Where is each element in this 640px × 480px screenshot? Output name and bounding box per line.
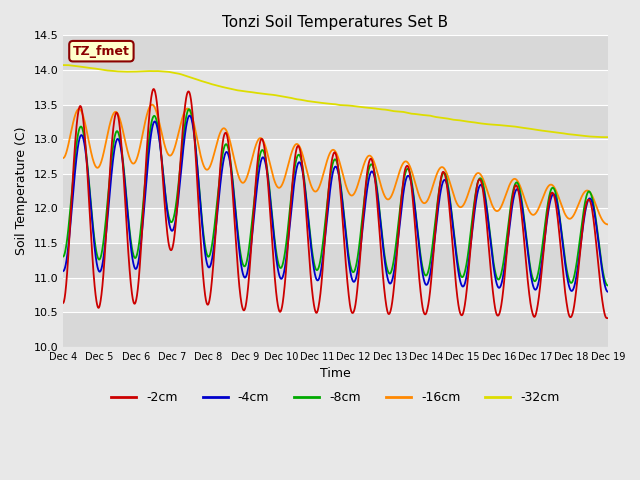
X-axis label: Time: Time [320,367,351,380]
Bar [63,277,608,312]
Y-axis label: Soil Temperature (C): Soil Temperature (C) [15,127,28,255]
Legend: -2cm, -4cm, -8cm, -16cm, -32cm: -2cm, -4cm, -8cm, -16cm, -32cm [106,386,564,409]
Bar [63,174,608,208]
Bar [63,70,608,105]
Bar [63,312,608,347]
Bar [63,139,608,174]
Bar [63,208,608,243]
Bar [63,243,608,277]
Text: TZ_fmet: TZ_fmet [73,45,130,58]
Bar [63,105,608,139]
Title: Tonzi Soil Temperatures Set B: Tonzi Soil Temperatures Set B [223,15,449,30]
Bar [63,36,608,70]
